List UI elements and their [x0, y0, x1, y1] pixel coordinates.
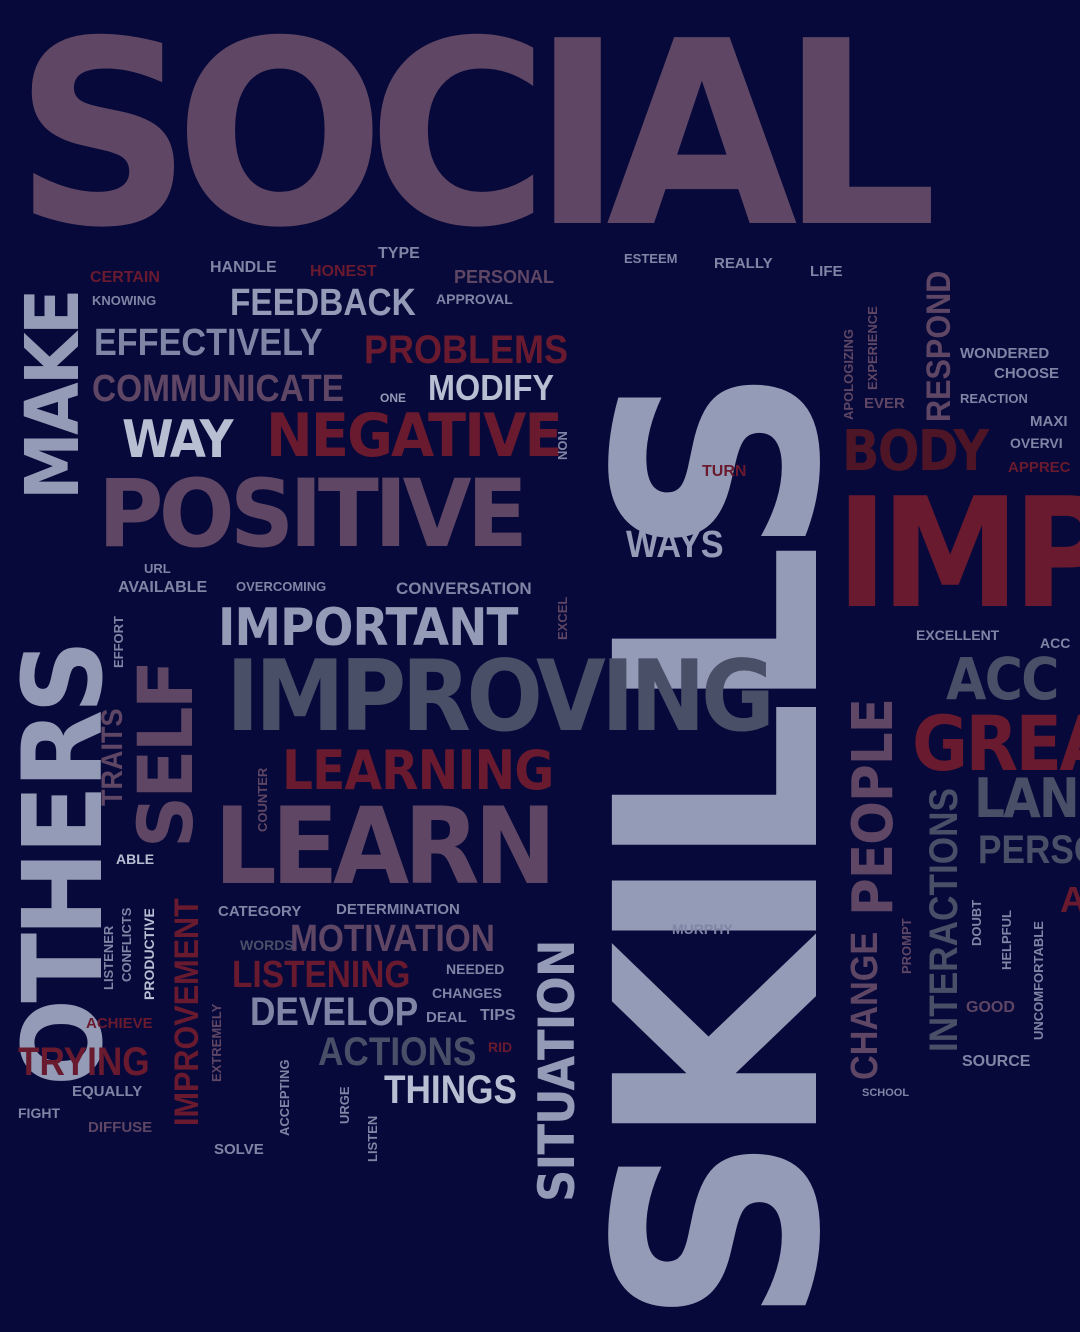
word-actions: ACTIONS: [318, 1030, 477, 1074]
word-overcoming: OVERCOMING: [236, 579, 327, 594]
word-overvi: OVERVI: [1010, 435, 1063, 451]
word-pers: PERSO: [978, 828, 1080, 872]
word-trying: TRYING: [18, 1040, 150, 1084]
word-approval: APPROVAL: [436, 291, 513, 307]
word-modify: MODIFY: [428, 367, 554, 408]
word-make: MAKE: [10, 291, 96, 500]
word-changes: CHANGES: [432, 985, 503, 1001]
word-honest: HONEST: [310, 263, 377, 280]
word-extremely: EXTREMELY: [209, 1003, 224, 1082]
word-deal: DEAL: [426, 1009, 467, 1026]
word-traits: TRAITS: [96, 708, 129, 806]
word-ever: EVER: [864, 395, 905, 412]
word-achieve: ACHIEVE: [86, 1015, 153, 1032]
word-improving: IMPROVING: [226, 640, 775, 754]
word-knowing: KNOWING: [92, 293, 157, 308]
word-productive: PRODUCTIVE: [141, 908, 157, 1000]
word-turn: TURN: [702, 463, 747, 480]
word-reaction: REACTION: [960, 391, 1028, 406]
word-way: WAY: [122, 410, 234, 470]
word-experience: EXPERIENCE: [865, 306, 880, 390]
word-conversation: CONVERSATION: [396, 579, 532, 598]
word-category: CATEGORY: [218, 903, 302, 920]
word-negative: NEGATIVE: [266, 401, 563, 471]
word-equally: EQUALLY: [72, 1083, 143, 1100]
word-effectively: EFFECTIVELY: [94, 322, 323, 364]
word-school: SCHOOL: [862, 1087, 910, 1099]
word-listener: LISTENER: [101, 925, 116, 990]
word-accepting: ACCEPTING: [277, 1059, 292, 1136]
word-handle: HANDLE: [210, 259, 277, 276]
word-effort: EFFORT: [111, 616, 126, 668]
word-communicate: COMMUNICATE: [92, 368, 345, 410]
word-doubt: DOUBT: [969, 899, 984, 946]
word-situation: SITUATION: [528, 940, 586, 1202]
word-important: IMPORTANT: [218, 598, 518, 658]
word-improvement: IMPROVEMENT: [168, 898, 206, 1126]
word-personal: PERSONAL: [454, 267, 555, 287]
word-counter: COUNTER: [255, 767, 270, 832]
word-needed: NEEDED: [446, 961, 505, 977]
word-esteem: ESTEEM: [624, 251, 678, 266]
word-listen: LISTEN: [365, 1115, 380, 1162]
word-rid: RID: [488, 1039, 513, 1055]
word-feedback: FEEDBACK: [230, 282, 416, 324]
word-determination: DETERMINATION: [336, 901, 460, 918]
word-lan: LAN: [974, 767, 1080, 830]
word-able: ABLE: [116, 851, 155, 867]
word-tips: TIPS: [480, 1007, 516, 1024]
word-excellent: EXCELLENT: [916, 627, 1000, 643]
word-url: URL: [144, 561, 171, 576]
word-imp: IMP: [836, 465, 1080, 642]
word-fight: FIGHT: [18, 1105, 60, 1121]
word-conflicts: CONFLICTS: [119, 907, 134, 982]
word-apologizing: APOLOGIZING: [841, 329, 856, 420]
word-social: SOCIAL: [14, 0, 938, 284]
word-words: WORDS: [240, 937, 294, 953]
word-things: THINGS: [384, 1068, 517, 1112]
word-source: SOURCE: [962, 1053, 1031, 1070]
word-maxi: MAXI: [1030, 413, 1068, 430]
word-learning: LEARNING: [282, 739, 554, 802]
word-non: NON: [555, 431, 570, 460]
word-good: GOOD: [966, 999, 1015, 1016]
word-urge: URGE: [337, 1086, 352, 1124]
word-listening: LISTENING: [232, 954, 411, 996]
word-one: ONE: [380, 391, 407, 405]
word-solve: SOLVE: [214, 1141, 264, 1158]
word-a: A: [1060, 879, 1080, 920]
word-positive: POSITIVE: [98, 460, 528, 569]
word-acc-small: ACC: [1040, 635, 1071, 651]
word-type: TYPE: [378, 245, 420, 262]
word-available: AVAILABLE: [118, 579, 208, 596]
word-murphy: MURPHY: [672, 921, 733, 937]
word-interactions: INTERACTIONS: [922, 788, 966, 1052]
word-learn: LEARN: [214, 785, 557, 908]
word-change: CHANGE: [844, 931, 886, 1080]
word-really: REALLY: [714, 255, 773, 272]
word-many: MANY: [622, 486, 723, 528]
word-develop: DEVELOP: [250, 990, 419, 1034]
word-motivation: MOTIVATION: [290, 918, 495, 960]
word-life: LIFE: [810, 263, 843, 280]
word-apprec: APPREC: [1008, 459, 1071, 476]
word-uncomfortable: UNCOMFORTABLE: [1031, 921, 1046, 1040]
word-choose: CHOOSE: [994, 365, 1060, 382]
word-acc: ACC: [946, 645, 1059, 713]
word-self: SELF: [121, 662, 210, 848]
word-problems: PROBLEMS: [364, 328, 569, 372]
word-body: BODY: [842, 419, 989, 484]
word-certain: CERTAIN: [90, 269, 160, 286]
word-prompt: PROMPT: [899, 918, 914, 974]
word-ways: WAYS: [626, 524, 724, 566]
word-excel: EXCEL: [555, 596, 570, 640]
word-diffuse: DIFFUSE: [88, 1119, 153, 1136]
word-wondered: WONDERED: [960, 345, 1050, 362]
word-respond: RESPOND: [920, 270, 958, 422]
word-people: PEOPLE: [841, 698, 906, 916]
word-helpful: HELPFUL: [999, 910, 1014, 970]
